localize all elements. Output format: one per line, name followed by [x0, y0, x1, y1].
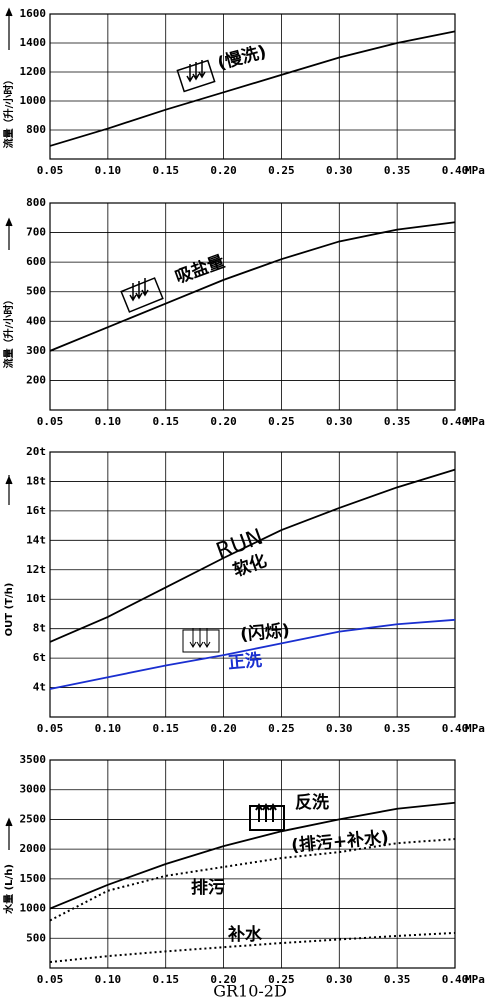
x-tick-label: 0.35 — [384, 415, 411, 428]
x-tick-label: 0.30 — [326, 164, 353, 177]
x-tick-label: 0.30 — [326, 415, 353, 428]
x-tick-label: 0.35 — [384, 973, 411, 986]
y-tick-label: 4t — [33, 681, 46, 694]
y-axis-label: 流量（升/小时） — [2, 295, 15, 369]
y-tick-label: 1000 — [20, 902, 47, 915]
x-unit: MPa — [465, 415, 485, 428]
plot-frame — [49, 13, 456, 160]
series-line — [49, 221, 456, 352]
y-tick-label: 3000 — [20, 783, 47, 796]
x-tick-label: 0.15 — [152, 722, 179, 735]
y-tick-label: 6t — [33, 651, 46, 664]
x-tick-label: 0.35 — [384, 722, 411, 735]
x-tick-label: 0.40 — [442, 973, 469, 986]
annotation: (排污+补水) — [290, 827, 389, 856]
y-tick-label: 20t — [26, 445, 46, 458]
x-tick-label: 0.15 — [152, 415, 179, 428]
x-tick-label: 0.05 — [37, 415, 64, 428]
y-tick-label: 14t — [26, 533, 46, 546]
y-tick-label: 1200 — [20, 65, 47, 78]
x-tick-label: 0.40 — [442, 722, 469, 735]
series-label: 补水 — [227, 924, 263, 945]
x-tick-label: 0.40 — [442, 164, 469, 177]
x-tick-label: 0.15 — [152, 164, 179, 177]
x-tick-label: 0.20 — [210, 415, 237, 428]
y-tick-label: 3500 — [20, 753, 47, 766]
y-tick-label: 12t — [26, 563, 46, 576]
y-tick-label: 1600 — [20, 7, 47, 20]
y-tick-label: 700 — [26, 226, 46, 239]
y-axis-label: OUT (T/h) — [4, 583, 15, 637]
footer: GR10-2D — [213, 982, 287, 1001]
y-tick-label: 200 — [26, 373, 46, 386]
series-line — [49, 801, 456, 910]
y-tick-label: 16t — [26, 504, 46, 517]
x-unit: MPa — [465, 164, 485, 177]
y-tick-label: 400 — [26, 314, 46, 327]
y-tick-label: 500 — [26, 285, 46, 298]
y-tick-label: 10t — [26, 592, 46, 605]
plot-frame — [49, 759, 456, 969]
x-tick-label: 0.10 — [95, 722, 122, 735]
y-tick-label: 1000 — [20, 94, 47, 107]
x-tick-label: 0.25 — [268, 164, 295, 177]
y-tick-label: 8t — [33, 622, 46, 635]
series-label: 正洗 — [227, 650, 263, 674]
series-line — [49, 468, 456, 643]
y-axis-label: 水量 (L/h) — [2, 864, 15, 915]
x-tick-label: 0.15 — [152, 973, 179, 986]
y-tick-label: 2000 — [20, 842, 47, 855]
series-label: 反洗 — [295, 792, 329, 813]
x-tick-label: 0.10 — [95, 164, 122, 177]
series-label: 排污 — [191, 877, 225, 898]
y-tick-label: 500 — [26, 931, 46, 944]
x-tick-label: 0.40 — [442, 415, 469, 428]
y-tick-label: 1500 — [20, 872, 47, 885]
y-tick-label: 800 — [26, 123, 46, 136]
x-tick-label: 0.25 — [268, 973, 295, 986]
y-tick-label: 600 — [26, 255, 46, 268]
y-tick-label: 1400 — [20, 36, 47, 49]
x-tick-label: 0.25 — [268, 415, 295, 428]
x-unit: MPa — [465, 722, 485, 735]
x-tick-label: 0.10 — [95, 973, 122, 986]
plot-frame — [49, 451, 456, 718]
x-tick-label: 0.35 — [384, 164, 411, 177]
y-tick-label: 2500 — [20, 812, 47, 825]
y-tick-label: 18t — [26, 474, 46, 487]
x-tick-label: 0.30 — [326, 722, 353, 735]
x-tick-label: 0.25 — [268, 722, 295, 735]
x-unit: MPa — [465, 973, 485, 986]
y-axis-label: 流量（升/小时） — [2, 75, 15, 149]
x-tick-label: 0.30 — [326, 973, 353, 986]
y-tick-label: 800 — [26, 196, 46, 209]
y-tick-label: 300 — [26, 344, 46, 357]
series-line — [49, 30, 456, 147]
x-tick-label: 0.05 — [37, 973, 64, 986]
x-tick-label: 0.20 — [210, 164, 237, 177]
x-tick-label: 0.20 — [210, 973, 237, 986]
series-line — [49, 618, 456, 690]
annotation: (闪烁) — [239, 620, 290, 645]
plot-frame — [49, 202, 456, 411]
x-tick-label: 0.05 — [37, 722, 64, 735]
x-tick-label: 0.10 — [95, 415, 122, 428]
x-tick-label: 0.05 — [37, 164, 64, 177]
icons — [5, 7, 285, 850]
x-tick-label: 0.20 — [210, 722, 237, 735]
